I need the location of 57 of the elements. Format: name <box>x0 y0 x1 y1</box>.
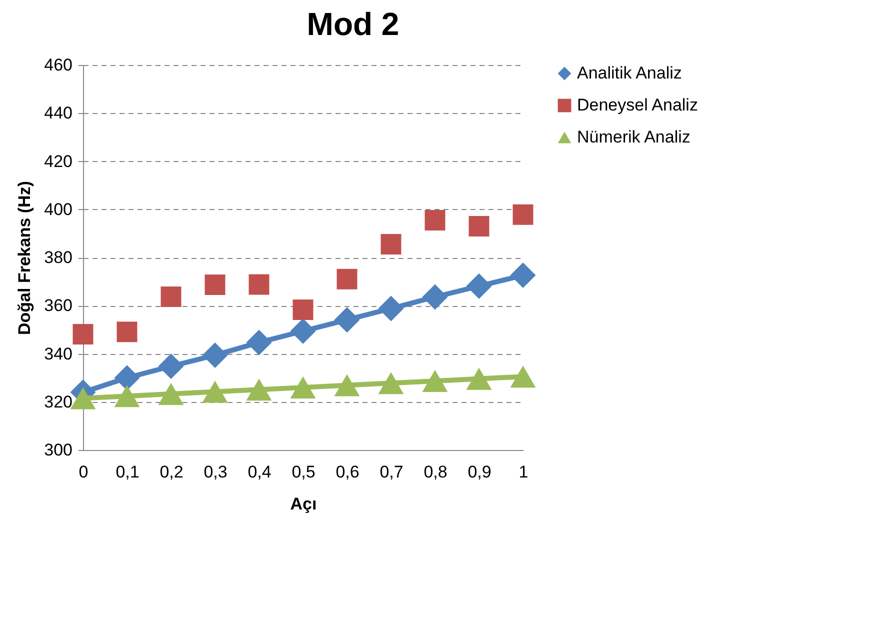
legend-label: Analitik Analiz <box>577 64 682 82</box>
point <box>334 374 360 396</box>
point <box>72 324 94 345</box>
x-tick-label: 0 <box>78 462 88 482</box>
point <box>512 204 534 225</box>
point <box>204 274 226 295</box>
legend-label: Deneysel Analiz <box>577 96 698 114</box>
x-tick-label: 0,1 <box>116 462 140 482</box>
y-tick-label: 440 <box>44 104 72 123</box>
point <box>466 273 492 299</box>
point <box>70 387 96 410</box>
point <box>378 296 404 322</box>
chart-title: Mod 2 <box>306 6 400 42</box>
point <box>378 372 404 394</box>
y-axis-title: Doğal Frekans (Hz) <box>15 181 34 335</box>
y-tick-label: 320 <box>44 392 72 412</box>
x-tick-label: 0,9 <box>468 462 492 482</box>
y-tick-label: 380 <box>44 248 72 267</box>
point <box>202 380 228 403</box>
point <box>292 299 314 320</box>
point <box>248 274 270 295</box>
y-tick-label: 400 <box>44 200 72 219</box>
point <box>510 366 536 388</box>
point <box>466 368 492 390</box>
point <box>422 284 448 310</box>
point <box>202 342 228 368</box>
point <box>114 385 140 408</box>
y-tick-label: 360 <box>44 296 72 316</box>
x-tick-label: 1 <box>518 462 528 482</box>
x-tick-label: 0,6 <box>336 462 360 482</box>
y-tick-label: 300 <box>44 440 72 460</box>
point <box>380 234 402 255</box>
point <box>116 322 138 342</box>
point <box>246 330 272 356</box>
point <box>422 370 448 392</box>
y-tick-label: 420 <box>44 152 72 171</box>
point <box>336 268 358 290</box>
x-tick-label: 0,4 <box>248 462 272 482</box>
point <box>290 376 316 398</box>
point <box>158 382 184 405</box>
point <box>290 318 316 344</box>
x-tick-label: 0,7 <box>380 462 404 482</box>
x-tick-label: 0,2 <box>160 462 184 482</box>
x-tick-label: 0,5 <box>292 462 316 482</box>
y-tick-label: 340 <box>44 344 72 364</box>
legend-label: Nümerik Analiz <box>577 128 690 146</box>
x-axis-title: Açı <box>290 494 317 514</box>
x-tick-label: 0,3 <box>204 462 228 482</box>
y-tick-label: 460 <box>44 56 72 74</box>
point <box>424 210 446 230</box>
x-tick-label: 0,8 <box>424 462 448 482</box>
point <box>510 262 536 288</box>
point <box>246 378 272 401</box>
point <box>160 286 182 307</box>
point <box>334 307 360 333</box>
point <box>468 216 490 236</box>
point <box>158 354 184 380</box>
